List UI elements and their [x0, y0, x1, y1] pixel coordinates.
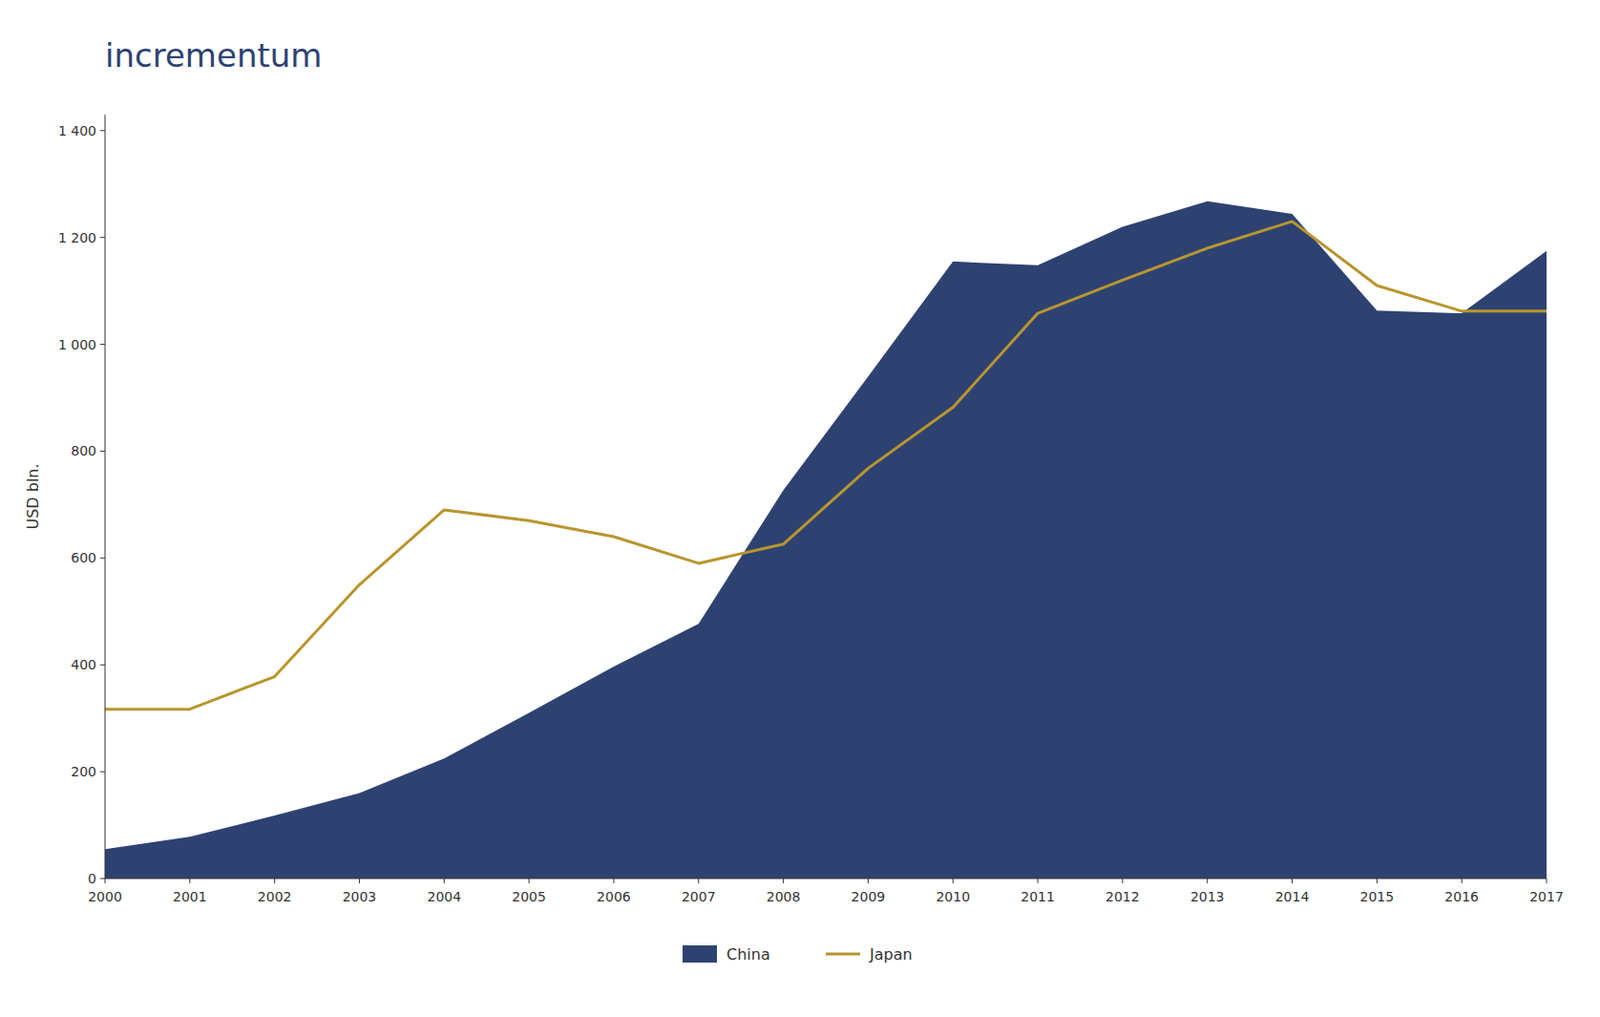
x-tick-label: 2006	[596, 888, 632, 905]
x-tick	[1291, 878, 1293, 884]
x-tick	[1546, 878, 1548, 884]
axes: 0 200 400 600 800 1 000 1 200 1 400 2000 2001 2002…	[58, 114, 1564, 905]
y-tick-label: 600	[70, 549, 97, 566]
x-tick-label: 2005	[511, 888, 547, 905]
x-tick	[358, 878, 360, 884]
x-tick-label: 2017	[1529, 888, 1564, 905]
x-tick	[443, 878, 445, 884]
x-tick	[105, 878, 106, 884]
x-tick	[697, 878, 699, 884]
y-tick-label: 1 400	[58, 123, 97, 139]
x-tick	[1461, 878, 1463, 884]
y-axis-label: USD bln.	[23, 463, 43, 529]
x-tick-label: 2001	[172, 888, 208, 905]
area	[105, 201, 1547, 879]
y-tick-label: 800	[70, 442, 97, 459]
legend-swatch	[825, 952, 861, 956]
y-tick-label: 1 200	[58, 230, 97, 246]
x-tick	[528, 878, 530, 884]
x-tick-label: 2007	[681, 888, 716, 905]
x-tick-label: 2013	[1190, 888, 1225, 905]
x-tick	[867, 878, 869, 884]
x-tick-label: 2011	[1020, 888, 1055, 905]
y-tick	[100, 236, 106, 238]
y-tick-label: 0	[87, 870, 97, 886]
x-tick-label: 2009	[851, 888, 886, 905]
y-tick	[100, 557, 106, 559]
y-tick-label: 1 000	[58, 336, 97, 353]
x-tick-label: 2002	[257, 888, 293, 905]
y-tick	[100, 129, 106, 131]
y-tick	[100, 664, 106, 666]
x-tick	[1037, 878, 1039, 884]
marks	[105, 201, 1547, 879]
legend-label: Japan	[868, 945, 913, 964]
x-tick-label: 2008	[766, 888, 801, 905]
legend-label: China	[726, 945, 771, 964]
x-tick-label: 2000	[87, 888, 123, 905]
legend-swatch	[682, 945, 717, 963]
x-tick-label: 2010	[935, 888, 970, 905]
x-tick-label: 2003	[342, 888, 378, 905]
y-tick	[100, 878, 106, 880]
x-tick	[1206, 878, 1208, 884]
x-tick	[1376, 878, 1378, 884]
x-tick	[189, 878, 190, 884]
x-tick-label: 2016	[1444, 888, 1479, 905]
legend: China Japan	[682, 945, 913, 964]
x-tick-label: 2012	[1105, 888, 1140, 905]
x-tick	[1121, 878, 1123, 884]
y-axis-line	[105, 114, 106, 879]
y-tick-label: 400	[70, 656, 97, 673]
x-tick	[612, 878, 614, 884]
x-tick-label: 2014	[1275, 888, 1310, 905]
line	[105, 221, 1547, 710]
x-tick-label: 2004	[426, 888, 462, 905]
x-tick	[952, 878, 954, 884]
y-tick	[100, 343, 106, 345]
x-axis-line	[105, 878, 1547, 880]
x-tick	[273, 878, 275, 884]
title: incrementum	[105, 36, 322, 75]
y-tick-label: 200	[70, 763, 97, 779]
x-tick	[782, 878, 784, 884]
x-tick-label: 2015	[1360, 888, 1395, 905]
y-tick	[100, 771, 106, 773]
chart: incrementum 0 200 400 600 800 1 000 1 200 1 400 2…	[0, 0, 1600, 1017]
y-tick	[100, 450, 106, 452]
